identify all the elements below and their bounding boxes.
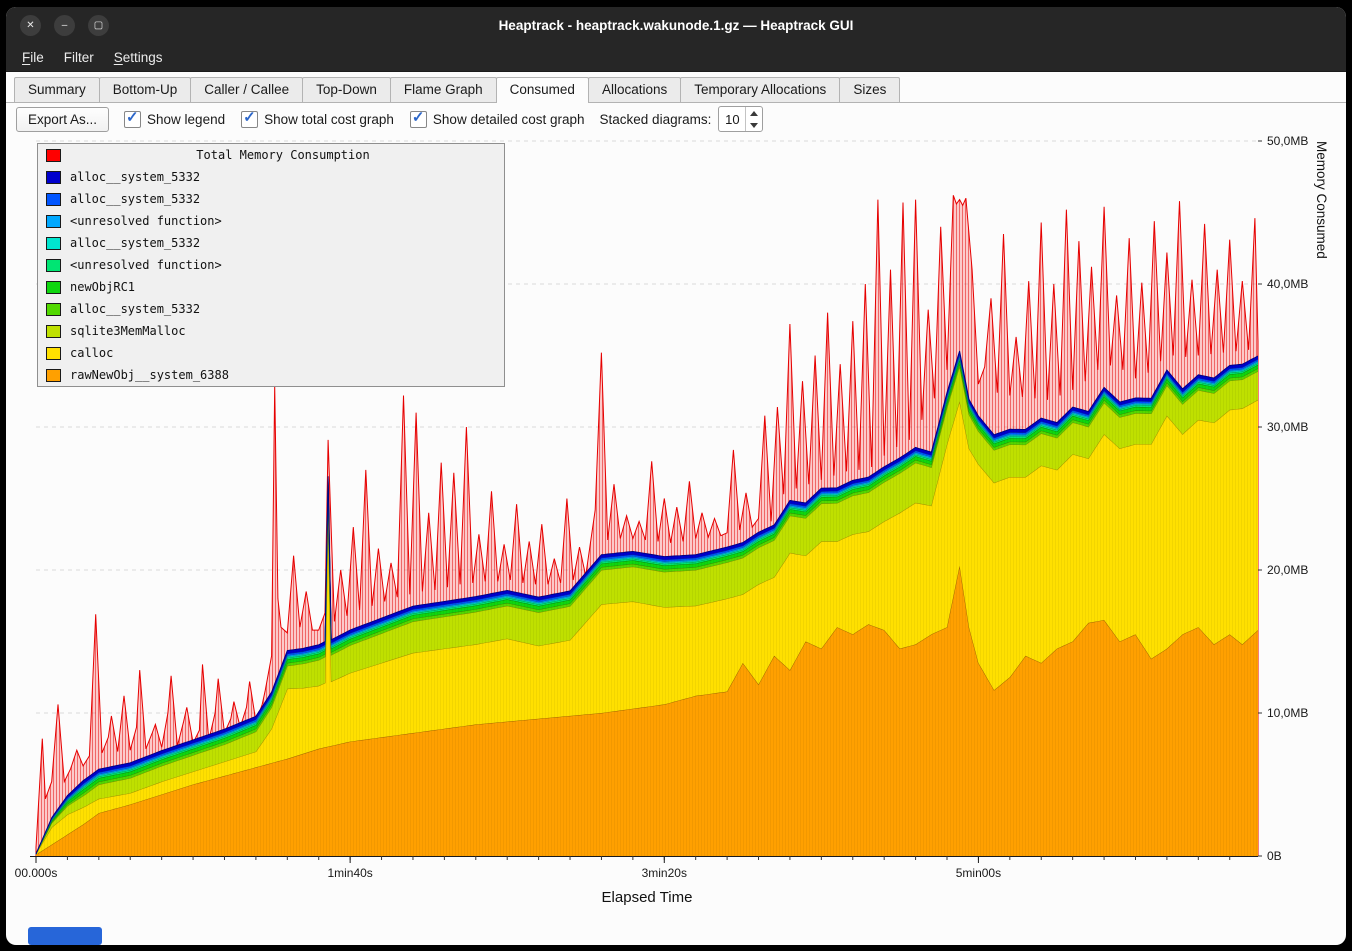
spin-down-icon [750, 122, 759, 128]
checkbox-label: Show total cost graph [264, 111, 394, 127]
bottom-left-blue-badge [28, 927, 102, 945]
tab-bottom-up[interactable]: Bottom-Up [98, 77, 192, 102]
minimize-button[interactable]: – [54, 15, 75, 36]
svg-text:0B: 0B [1267, 849, 1282, 863]
checkbox-show-legend[interactable]: Show legend [124, 108, 226, 128]
svg-text:5min00s: 5min00s [956, 866, 1001, 880]
legend-label: alloc__system_5332 [70, 170, 201, 184]
checkbox-label: Show detailed cost graph [432, 111, 585, 127]
legend-swatch-icon [46, 324, 61, 338]
legend-item: <unresolved function> [38, 254, 504, 276]
tab-summary[interactable]: Summary [14, 77, 100, 102]
legend-item: newObjRC1 [38, 276, 504, 298]
svg-text:3min20s: 3min20s [642, 866, 687, 880]
memory-consumption-chart[interactable]: 00.000s 1min40s 3min20s 5min00s 0B 10,0MB 20,0… [6, 135, 1346, 945]
spinbox-buttons [745, 107, 762, 131]
maximize-button[interactable]: ▢ [88, 15, 109, 36]
legend-swatch-icon [46, 192, 61, 206]
svg-text:00.000s: 00.000s [15, 866, 58, 880]
legend-item: alloc__system_5332 [38, 298, 504, 320]
tab-sizes[interactable]: Sizes [839, 77, 901, 102]
minimize-icon: – [61, 19, 68, 31]
checkbox-label: Show legend [147, 111, 226, 127]
legend-item: <unresolved function> [38, 210, 504, 232]
tab-top-down[interactable]: Top-Down [302, 77, 391, 102]
legend-item: alloc__system_5332 [38, 188, 504, 210]
tab-flame-graph[interactable]: Flame Graph [389, 77, 497, 102]
legend-label: Total Memory Consumption [196, 148, 370, 162]
legend-swatch-icon [46, 236, 61, 250]
legend-label: <unresolved function> [70, 214, 222, 228]
tab-allocations[interactable]: Allocations [587, 77, 682, 102]
legend-label: sqlite3MemMalloc [70, 324, 186, 338]
menu-filter[interactable]: Filter [63, 50, 94, 65]
tab-consumed[interactable]: Consumed [495, 77, 589, 103]
menu-settings[interactable]: Settings [113, 50, 163, 65]
legend-swatch-icon [46, 170, 61, 184]
checkbox-show-total-cost-graph[interactable]: Show total cost graph [241, 108, 394, 128]
legend-label: alloc__system_5332 [70, 236, 201, 250]
legend-label: calloc [70, 346, 114, 360]
legend-label: alloc__system_5332 [70, 302, 201, 316]
spin-up-icon [750, 110, 759, 116]
stacked-diagrams-label: Stacked diagrams: [599, 111, 712, 127]
window-title: Heaptrack - heaptrack.wakunode.1.gz — He… [498, 18, 854, 33]
close-icon: ✕ [26, 19, 35, 31]
spinbox-value[interactable]: 10 [725, 111, 740, 127]
tab-caller-callee[interactable]: Caller / Callee [190, 77, 304, 102]
legend-swatch-icon [46, 258, 61, 272]
close-button[interactable]: ✕ [20, 15, 41, 36]
tab-bar: Summary Bottom-Up Caller / Callee Top-Down F… [6, 72, 1346, 103]
menu-file[interactable]: File [22, 50, 44, 65]
svg-text:10,0MB: 10,0MB [1267, 706, 1308, 720]
svg-text:50,0MB: 50,0MB [1267, 135, 1308, 148]
svg-text:30,0MB: 30,0MB [1267, 420, 1308, 434]
toolbar-checkboxes: Show legend Show total cost graph Show det… [124, 108, 585, 128]
legend-item: alloc__system_5332 [38, 232, 504, 254]
checkbox-show-detailed-cost-graph[interactable]: Show detailed cost graph [409, 108, 585, 128]
svg-text:40,0MB: 40,0MB [1267, 277, 1308, 291]
export-as-button[interactable]: Export As... [16, 106, 110, 132]
legend-swatch-icon [46, 148, 61, 162]
maximize-icon: ▢ [93, 19, 104, 31]
svg-text:1min40s: 1min40s [327, 866, 372, 880]
spin-down-button[interactable] [746, 119, 762, 131]
legend-item: sqlite3MemMalloc [38, 320, 504, 342]
spin-up-button[interactable] [746, 107, 762, 119]
legend-title: Total Memory Consumption [38, 144, 504, 166]
titlebar: ✕ – ▢ Heaptrack - heaptrack.wakunode.1.gz … [6, 7, 1346, 44]
x-axis-title: Elapsed Time [601, 889, 693, 906]
legend-label: <unresolved function> [70, 258, 222, 272]
legend-item: calloc [38, 342, 504, 364]
checkbox-box[interactable] [241, 108, 259, 128]
legend-swatch-icon [46, 346, 61, 360]
checkbox-box[interactable] [124, 108, 142, 128]
chart-canvas[interactable]: 00.000s 1min40s 3min20s 5min00s 0B 10,0MB 20,0… [10, 135, 1340, 890]
legend-swatch-icon [46, 280, 61, 294]
toolbar: Export As... Show legend Show total cost … [6, 103, 1346, 135]
checkbox-box[interactable] [409, 108, 427, 128]
legend-item: rawNewObj__system_6388 [38, 364, 504, 386]
chart-legend: Total Memory Consumption alloc__system_53… [37, 143, 505, 387]
stacked-diagrams-spinbox[interactable]: 10 [718, 106, 764, 132]
legend-swatch-icon [46, 368, 61, 382]
legend-label: alloc__system_5332 [70, 192, 201, 206]
app-window: ✕ – ▢ Heaptrack - heaptrack.wakunode.1.gz … [6, 7, 1346, 945]
stacked-diagrams-group: Stacked diagrams: 10 [600, 106, 764, 132]
svg-text:20,0MB: 20,0MB [1267, 563, 1308, 577]
legend-swatch-icon [46, 302, 61, 316]
menubar: File Filter Settings [6, 44, 1346, 72]
legend-item: alloc__system_5332 [38, 166, 504, 188]
legend-swatch-icon [46, 214, 61, 228]
window-controls: ✕ – ▢ [20, 7, 109, 44]
y-axis-title: Memory Consumed [1314, 141, 1329, 259]
legend-label: newObjRC1 [70, 280, 136, 294]
tab-temporary-allocations[interactable]: Temporary Allocations [680, 77, 841, 102]
legend-label: rawNewObj__system_6388 [70, 368, 229, 382]
